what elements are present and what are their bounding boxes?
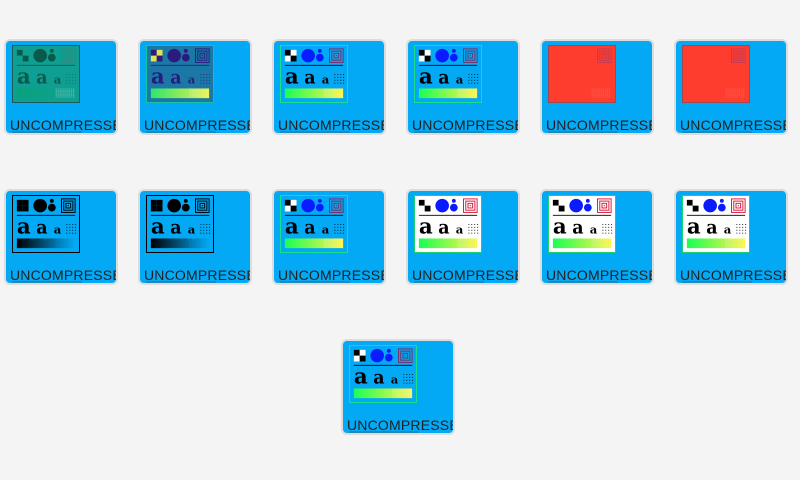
image-tile[interactable]: aaa UNCOMPRESSED [674, 189, 788, 285]
image-tile[interactable]: aaa UNCOMPRESSED [406, 39, 520, 135]
image-tile[interactable]: aaa UNCOMPRESSED [540, 39, 654, 135]
svg-text:a: a [304, 219, 315, 239]
progress-bar [682, 131, 752, 133]
svg-text:a: a [17, 215, 31, 240]
svg-text:a: a [188, 73, 196, 87]
progress-bar [280, 131, 350, 133]
svg-text:a: a [572, 219, 583, 239]
compression-label: UNCOMPRESSED [10, 267, 116, 283]
svg-text:a: a [456, 223, 464, 237]
compression-label: UNCOMPRESSED [546, 267, 652, 283]
compression-label: UNCOMPRESSED [10, 117, 116, 133]
svg-text:a: a [17, 65, 31, 90]
svg-text:a: a [687, 215, 701, 240]
svg-text:a: a [36, 69, 47, 89]
progress-bar [682, 281, 752, 283]
svg-text:a: a [706, 219, 717, 239]
svg-text:a: a [391, 373, 399, 387]
svg-text:a: a [724, 223, 732, 237]
progress-bar [548, 281, 618, 283]
image-tile[interactable]: aaa UNCOMPRESSED [341, 339, 455, 435]
image-tile[interactable]: aaa UNCOMPRESSED [4, 39, 118, 135]
svg-text:a: a [553, 65, 567, 90]
svg-text:a: a [151, 65, 165, 90]
svg-text:a: a [188, 223, 196, 237]
svg-text:a: a [590, 223, 598, 237]
progress-bar [414, 131, 484, 133]
svg-text:a: a [572, 69, 583, 89]
compression-label: UNCOMPRESSED [278, 267, 384, 283]
image-tile[interactable]: aaa UNCOMPRESSED [674, 39, 788, 135]
svg-text:a: a [706, 69, 717, 89]
svg-text:a: a [553, 215, 567, 240]
image-tile[interactable]: aaa UNCOMPRESSED [406, 189, 520, 285]
image-tile[interactable]: aaa UNCOMPRESSED [4, 189, 118, 285]
progress-bar [414, 281, 484, 283]
progress-bar [146, 131, 216, 133]
svg-text:a: a [419, 215, 433, 240]
svg-text:a: a [373, 369, 384, 389]
svg-text:a: a [170, 69, 181, 89]
svg-text:a: a [456, 73, 464, 87]
svg-text:a: a [170, 219, 181, 239]
svg-text:a: a [304, 69, 315, 89]
svg-text:a: a [36, 219, 47, 239]
compression-label: UNCOMPRESSED [144, 117, 250, 133]
image-tile[interactable]: aaa UNCOMPRESSED [272, 189, 386, 285]
svg-text:a: a [590, 73, 598, 87]
svg-text:a: a [419, 65, 433, 90]
progress-bar [548, 131, 618, 133]
svg-text:a: a [285, 65, 299, 90]
svg-text:a: a [54, 223, 62, 237]
image-tile[interactable]: aaa UNCOMPRESSED [138, 189, 252, 285]
svg-text:a: a [354, 365, 368, 390]
image-tile[interactable]: aaa UNCOMPRESSED [138, 39, 252, 135]
progress-bar [280, 281, 350, 283]
svg-text:a: a [151, 215, 165, 240]
progress-bar [12, 281, 82, 283]
svg-text:a: a [285, 215, 299, 240]
progress-bar [12, 131, 82, 133]
svg-text:a: a [438, 219, 449, 239]
compression-label: UNCOMPRESSED [680, 117, 786, 133]
image-tile[interactable]: aaa UNCOMPRESSED [540, 189, 654, 285]
compression-label: UNCOMPRESSED [412, 117, 518, 133]
svg-text:a: a [724, 73, 732, 87]
compression-label: UNCOMPRESSED [144, 267, 250, 283]
svg-text:a: a [322, 73, 330, 87]
progress-bar [349, 431, 419, 433]
compression-label: UNCOMPRESSED [680, 267, 786, 283]
progress-bar [146, 281, 216, 283]
image-tile[interactable]: aaa UNCOMPRESSED [272, 39, 386, 135]
svg-text:a: a [438, 69, 449, 89]
svg-text:a: a [54, 73, 62, 87]
compression-label: UNCOMPRESSED [412, 267, 518, 283]
svg-text:a: a [687, 65, 701, 90]
compression-label: UNCOMPRESSED [546, 117, 652, 133]
svg-text:a: a [322, 223, 330, 237]
compression-label: UNCOMPRESSED [278, 117, 384, 133]
compression-label: UNCOMPRESSED [347, 417, 453, 433]
